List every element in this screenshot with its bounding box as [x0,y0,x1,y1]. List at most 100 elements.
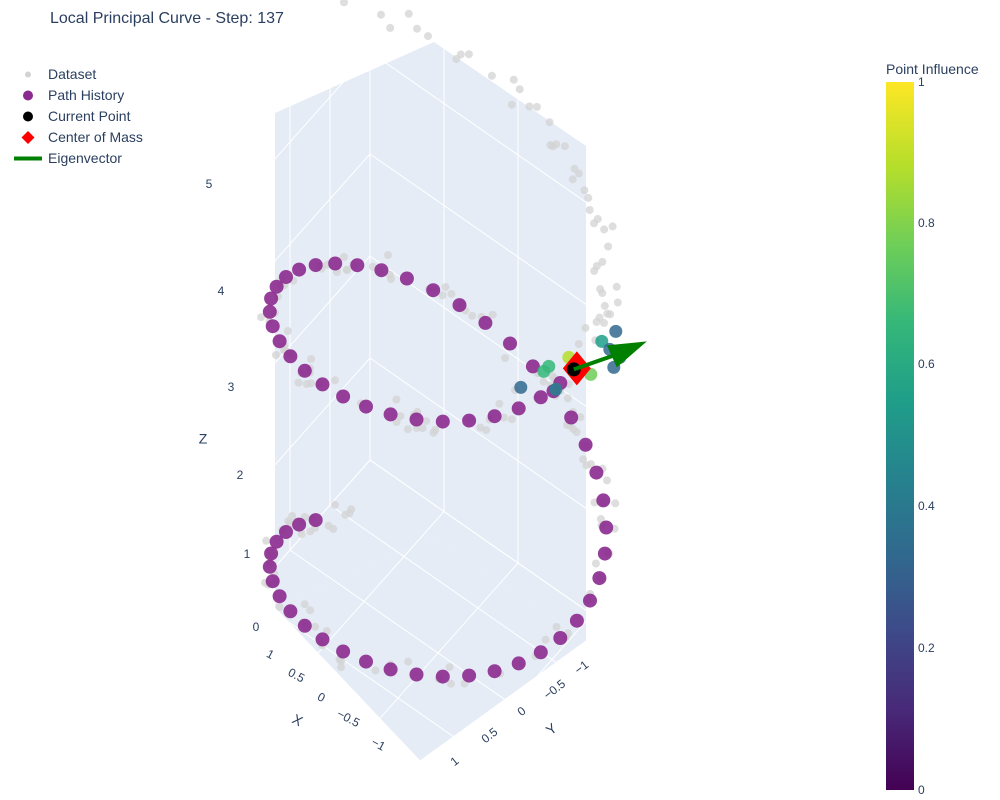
dataset-point[interactable] [488,310,497,319]
path-history-point[interactable] [272,334,287,349]
path-history-point[interactable] [487,664,502,679]
path-history-point[interactable] [511,656,526,671]
path-history-point[interactable] [383,662,398,677]
path-history-point[interactable] [269,534,284,549]
dataset-point[interactable] [596,285,605,294]
dataset-point[interactable] [384,251,392,260]
dataset-point[interactable] [570,164,579,173]
dataset-point[interactable] [487,71,496,80]
dataset-point[interactable] [608,222,617,231]
path-history-point[interactable] [264,546,279,561]
dataset-point[interactable] [541,635,550,644]
influence-point[interactable] [609,324,623,338]
dataset-point[interactable] [592,262,601,270]
path-history-point[interactable] [272,589,287,604]
path-history-point[interactable] [525,359,540,374]
path-history-point[interactable] [533,645,548,660]
dataset-point[interactable] [591,559,600,568]
dataset-point[interactable] [306,606,315,615]
dataset-point[interactable] [560,142,569,151]
dataset-point[interactable] [422,417,431,426]
path-history-point[interactable] [599,520,614,535]
path-history-point[interactable] [297,618,312,633]
dataset-point[interactable] [445,663,454,672]
path-history-point[interactable] [426,283,441,298]
influence-point[interactable] [514,380,528,394]
dataset-point[interactable] [294,378,303,387]
path-history-point[interactable] [435,414,450,429]
path-history-point[interactable] [292,262,307,277]
dataset-point[interactable] [600,301,609,310]
dataset-point[interactable] [585,206,594,214]
dataset-point[interactable] [324,521,333,530]
dataset-point[interactable] [275,602,284,611]
path-history-point[interactable] [308,258,323,273]
path-history-point[interactable] [583,593,597,608]
dataset-point[interactable] [447,289,456,298]
dataset-point[interactable] [598,257,607,266]
dataset-point[interactable] [611,499,620,508]
path-history-point[interactable] [279,525,293,539]
dataset-point[interactable] [297,530,306,538]
path-history-point[interactable] [553,631,568,645]
dataset-point[interactable] [377,10,385,19]
path-history-point[interactable] [511,401,526,416]
dataset-point[interactable] [302,380,311,388]
path-history-point[interactable] [359,654,373,669]
eigenvector-arrowhead[interactable] [606,341,647,368]
path-history-point[interactable] [292,517,307,532]
path-history-point[interactable] [297,363,312,378]
dataset-point[interactable] [456,50,465,59]
dataset-point[interactable] [604,242,613,251]
path-history-point[interactable] [564,410,579,425]
dataset-point[interactable] [600,318,608,327]
dataset-point[interactable] [532,102,541,111]
dataset-point[interactable] [581,323,590,332]
dataset-point[interactable] [507,100,516,109]
dataset-point[interactable] [257,313,266,322]
dataset-point[interactable] [404,9,413,18]
path-history-point[interactable] [262,304,277,319]
dataset-point[interactable] [464,50,473,59]
path-history-point[interactable] [279,270,293,284]
path-history-point[interactable] [283,349,298,364]
path-history-point[interactable] [503,336,517,351]
dataset-point[interactable] [612,282,621,291]
dataset-point[interactable] [595,313,604,322]
dataset-point[interactable] [441,283,450,292]
dataset-point[interactable] [576,413,585,422]
dataset-point[interactable] [418,424,427,433]
path-history-point[interactable] [383,407,398,422]
influence-point[interactable] [549,382,563,396]
dataset-point[interactable] [507,415,516,424]
dataset-point[interactable] [341,510,350,519]
dataset-point[interactable] [438,291,447,300]
dataset-point[interactable] [392,395,401,404]
path-history-point[interactable] [283,604,298,619]
path-history-point[interactable] [578,437,593,452]
dataset-point[interactable] [468,311,477,320]
path-history-point[interactable] [265,319,280,334]
dataset-point[interactable] [396,412,405,421]
dataset-point[interactable] [613,298,622,307]
path-history-point[interactable] [478,315,493,330]
dataset-point[interactable] [606,310,615,319]
dataset-point[interactable] [347,505,356,514]
influence-point[interactable] [595,334,609,348]
path-history-point[interactable] [533,390,548,405]
path-history-point[interactable] [359,399,373,414]
dataset-point[interactable] [495,399,504,408]
dataset-point[interactable] [272,351,280,359]
path-history-point[interactable] [336,389,351,404]
legend-item-current-point[interactable]: Current Point [12,106,143,127]
path-history-point[interactable] [262,559,277,574]
path-history-point[interactable] [350,258,365,273]
dataset-point[interactable] [429,428,438,437]
dataset-point[interactable] [584,193,593,202]
dataset-point[interactable] [386,23,395,32]
dataset-point[interactable] [545,118,554,127]
path-history-point[interactable] [328,256,343,271]
dataset-point[interactable] [596,515,605,523]
dataset-point[interactable] [563,394,572,403]
dataset-point[interactable] [476,423,485,432]
